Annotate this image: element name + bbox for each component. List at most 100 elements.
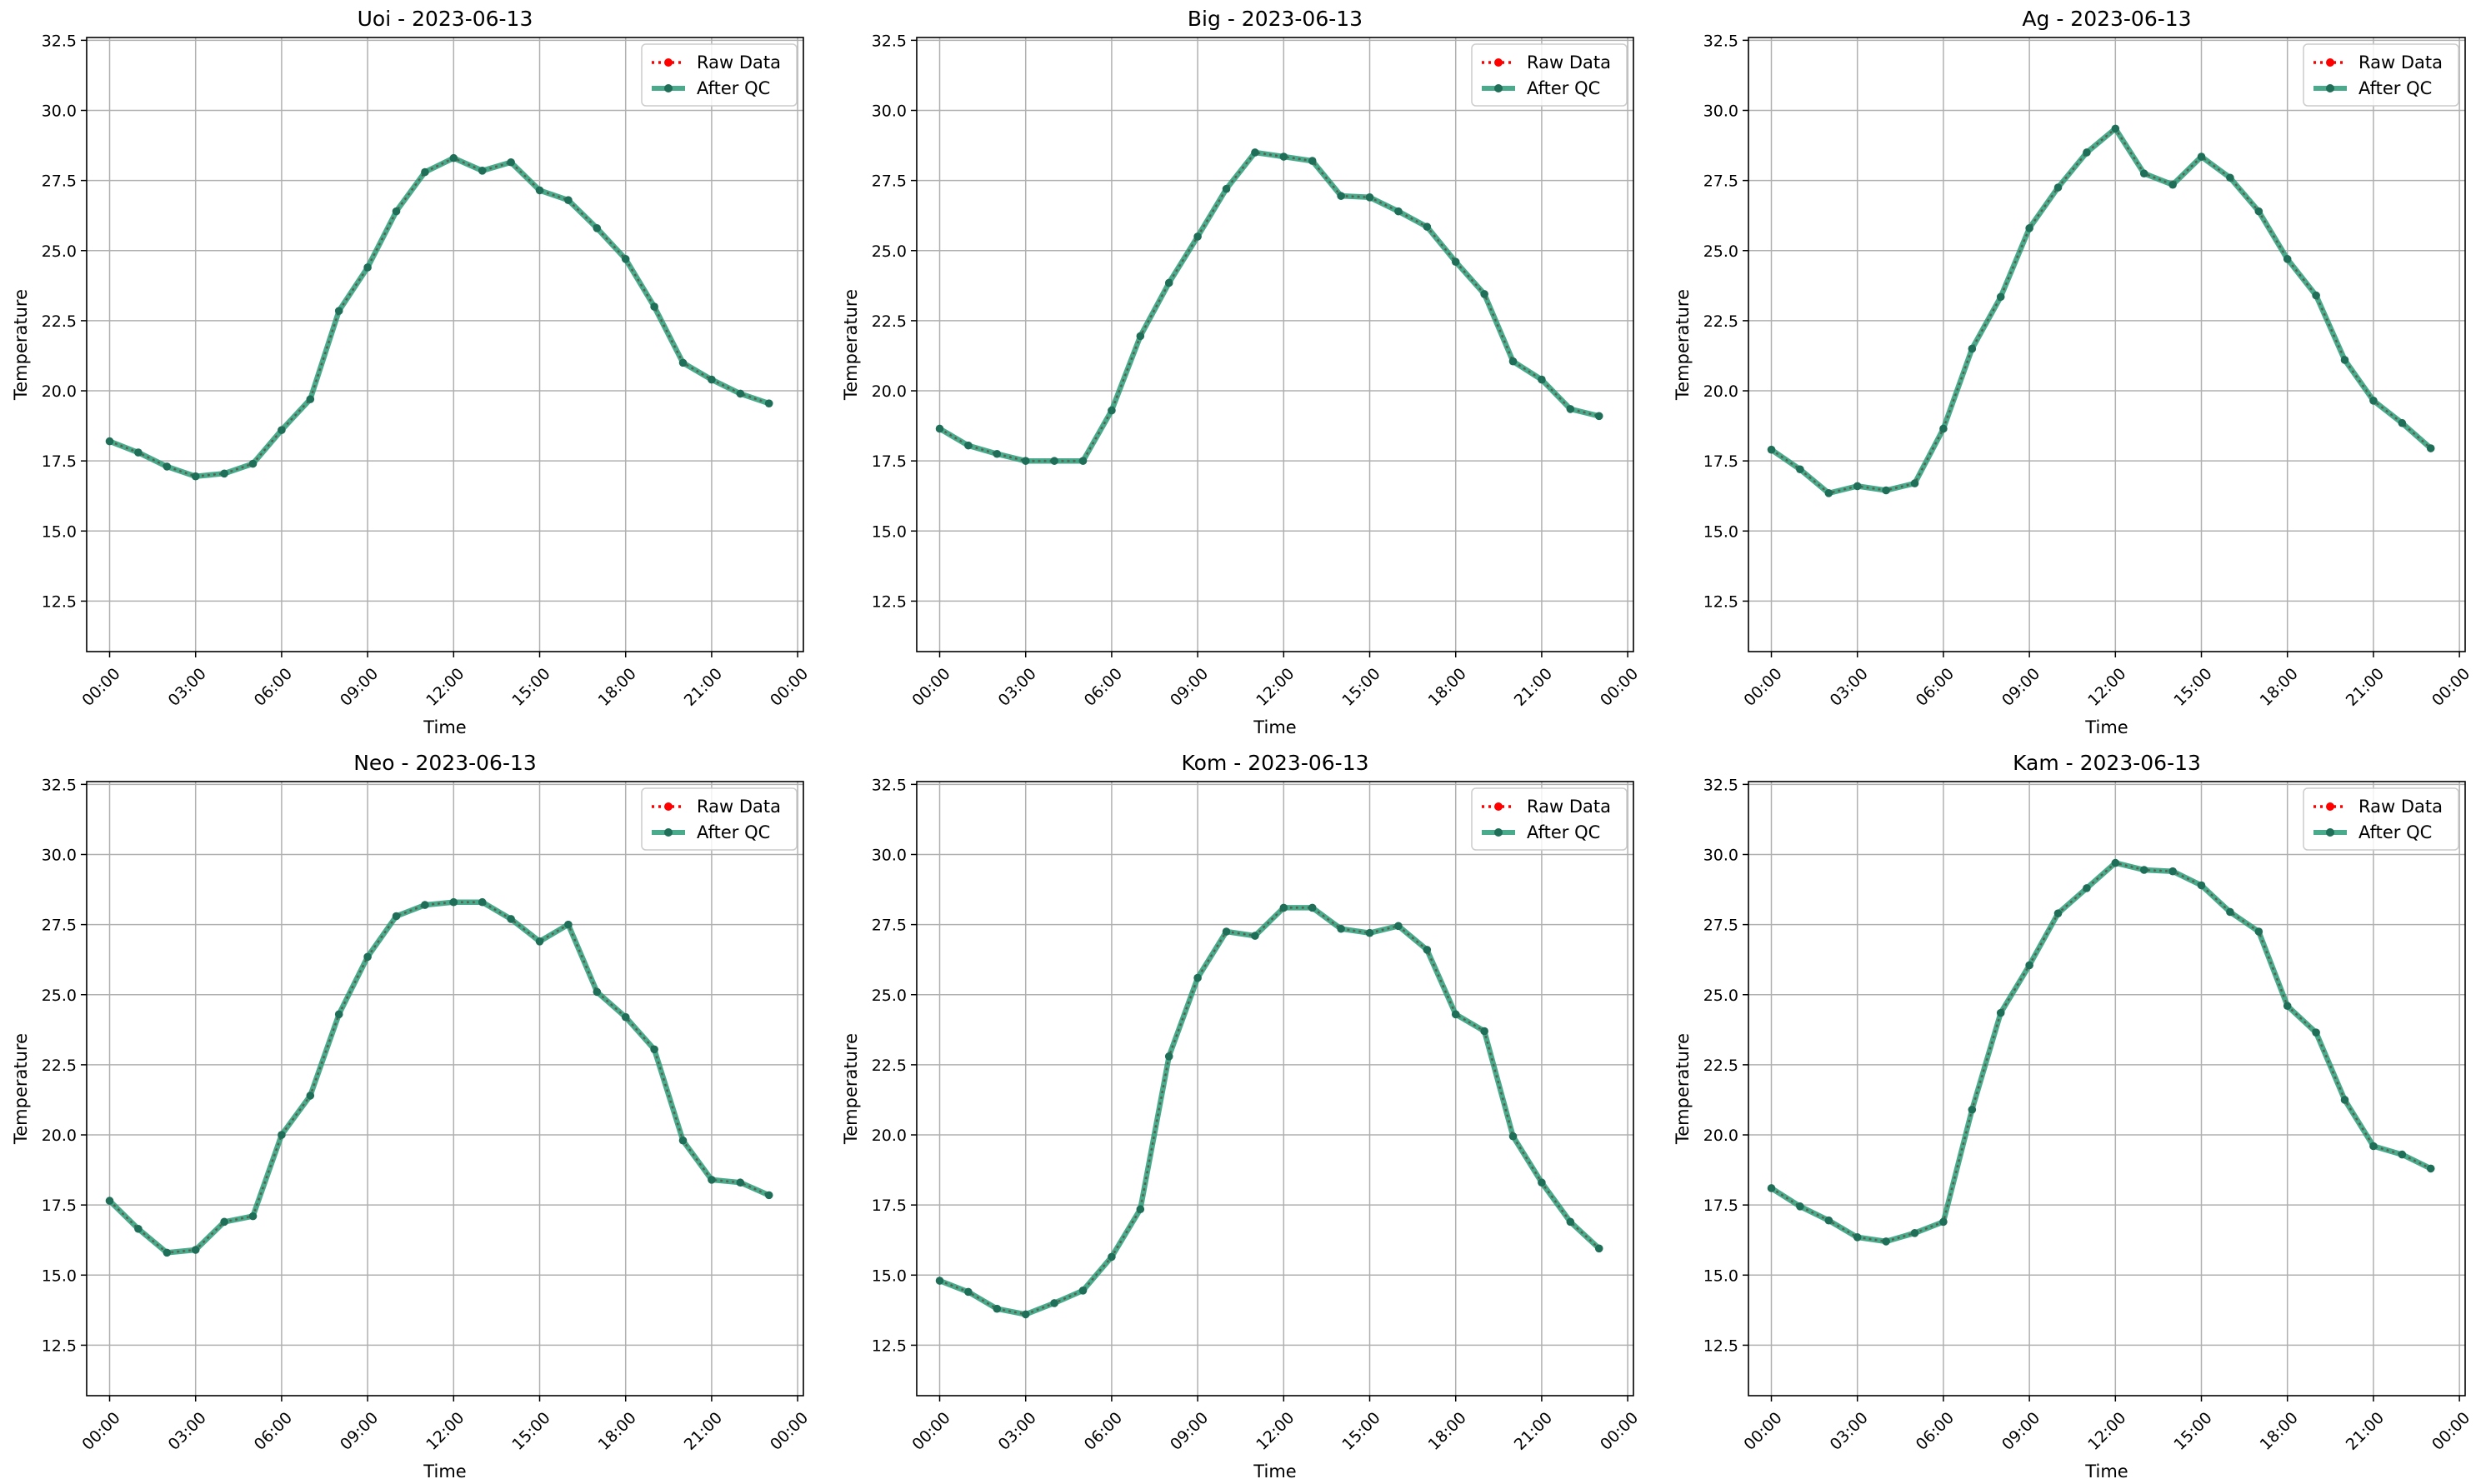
- after-qc-point: [1910, 479, 1919, 487]
- x-tick-label: 15:00: [1338, 665, 1383, 710]
- after-qc-point: [1767, 1184, 1776, 1192]
- chart-panel-4: 12.5 15.0 17.5 20.0 22.5 25.0 27.5 30.0 32.5 00:0…: [11, 751, 812, 1482]
- after-qc-point: [248, 459, 258, 468]
- y-axis-label: Temperature: [11, 289, 31, 401]
- after-qc-point: [535, 186, 544, 195]
- after-qc-line: [108, 899, 771, 1256]
- legend-qc-label: After QC: [2358, 822, 2432, 842]
- after-qc-point: [1939, 424, 1948, 433]
- after-qc-point: [2197, 152, 2206, 161]
- x-tick-label: 09:00: [1998, 665, 2043, 710]
- legend-qc-label: After QC: [1527, 78, 1600, 98]
- y-tick-label: 27.5: [872, 917, 907, 935]
- after-qc-line: [938, 149, 1600, 464]
- axes-frame: [916, 37, 1634, 652]
- y-axis-label: Temperature: [841, 289, 861, 401]
- x-tick-label: 18:00: [2257, 1409, 2302, 1454]
- after-qc-point: [2168, 180, 2177, 189]
- y-tick-label: 32.5: [872, 776, 907, 794]
- legend: Raw Data After QC: [1471, 43, 1628, 107]
- grid: [1748, 37, 2465, 652]
- after-qc-point: [1108, 406, 1116, 415]
- after-qc-point: [134, 448, 143, 457]
- after-qc-point: [163, 462, 172, 471]
- y-tick-label: 17.5: [42, 452, 77, 471]
- after-qc-point: [1538, 1178, 1546, 1187]
- after-qc-point: [191, 1246, 200, 1254]
- after-qc-point: [421, 901, 429, 909]
- after-qc-point: [1853, 1233, 1862, 1242]
- after-qc-point: [2139, 169, 2148, 178]
- after-qc-point: [1480, 1027, 1488, 1036]
- after-qc-point: [1193, 232, 1202, 241]
- y-tick-label: 32.5: [1703, 776, 1738, 794]
- x-tick-label: 00:00: [767, 1409, 812, 1454]
- after-qc-point: [564, 920, 573, 929]
- after-qc-point: [1251, 148, 1259, 157]
- after-qc-point: [220, 1217, 228, 1227]
- after-qc-point: [736, 1178, 745, 1187]
- after-qc-point: [593, 987, 602, 997]
- x-tick-label: 15:00: [508, 665, 553, 710]
- after-qc-point: [1279, 152, 1288, 161]
- after-qc-point: [421, 167, 429, 177]
- legend-raw-marker: [664, 58, 673, 67]
- x-tick-label: 12:00: [1253, 1409, 1298, 1454]
- raw-data-overlay-line: [109, 157, 770, 477]
- chart-title: Kam - 2023-06-13: [2013, 751, 2201, 775]
- after-qc-point: [1365, 928, 1374, 937]
- y-axis-label: Temperature: [841, 1033, 861, 1145]
- y-tick-label: 30.0: [1703, 846, 1738, 864]
- after-qc-point: [993, 1304, 1002, 1313]
- after-qc-point: [306, 1092, 315, 1100]
- after-qc-line: [1769, 860, 2433, 1245]
- after-qc-point: [1021, 457, 1030, 465]
- after-qc-point: [1796, 465, 1804, 474]
- x-tick-label: 12:00: [423, 665, 468, 710]
- after-qc-point: [1423, 222, 1432, 231]
- legend-qc-marker: [664, 828, 673, 837]
- legend-raw-marker: [664, 802, 673, 811]
- after-qc-point: [1939, 1217, 1948, 1227]
- after-qc-point: [1451, 1010, 1460, 1019]
- raw-data-line: [1770, 861, 2432, 1243]
- x-tick-label: 03:00: [995, 1409, 1040, 1454]
- x-tick-label: 06:00: [251, 665, 296, 710]
- x-tick-label: 21:00: [681, 1409, 726, 1454]
- after-qc-point: [1968, 1105, 1977, 1114]
- after-qc-point: [1882, 1237, 1890, 1246]
- y-tick-label: 25.0: [42, 987, 77, 1005]
- after-qc-point: [1508, 1132, 1518, 1141]
- after-qc-line: [108, 155, 770, 479]
- x-tick-label: 03:00: [165, 1409, 210, 1454]
- x-tick-label: 03:00: [1827, 665, 1872, 710]
- y-tick-label: 22.5: [1703, 1057, 1738, 1075]
- x-tick-label: 00:00: [1597, 665, 1642, 710]
- after-qc-point: [1136, 1205, 1145, 1214]
- legend: Raw Data After QC: [641, 43, 798, 107]
- chart-panel-5: 12.5 15.0 17.5 20.0 22.5 25.0 27.5 30.0 32.5 00:0…: [841, 751, 1642, 1482]
- x-tick-label: 09:00: [1167, 665, 1212, 710]
- y-tick-label: 25.0: [1703, 987, 1738, 1005]
- legend: Raw Data After QC: [641, 787, 798, 851]
- x-tick-label: 00:00: [2428, 1409, 2473, 1454]
- after-qc-point: [449, 153, 458, 162]
- raw-data-overlay-line: [108, 901, 770, 1254]
- x-tick-label: 09:00: [1167, 1409, 1212, 1454]
- after-qc-point: [2226, 173, 2234, 182]
- y-tick-label: 17.5: [1703, 1197, 1738, 1215]
- legend-raw-marker: [2326, 58, 2334, 67]
- x-tick-label: 12:00: [423, 1409, 468, 1454]
- after-qc-point: [1796, 1202, 1804, 1211]
- after-qc-point: [2083, 884, 2091, 892]
- legend-raw-marker: [1494, 58, 1503, 67]
- after-qc-point: [764, 399, 773, 407]
- after-qc-point: [2283, 255, 2292, 263]
- x-tick-label: 21:00: [2343, 1409, 2388, 1454]
- axes-frame: [1748, 781, 2466, 1397]
- chart-title: Big - 2023-06-13: [1188, 7, 1363, 31]
- chart-panel-3: 12.5 15.0 17.5 20.0 22.5 25.0 27.5 30.0 32.5 00:0…: [1673, 7, 2473, 737]
- x-tick-label: 21:00: [2343, 665, 2388, 710]
- after-qc-point: [2340, 1096, 2349, 1104]
- after-qc-point: [2426, 1164, 2435, 1173]
